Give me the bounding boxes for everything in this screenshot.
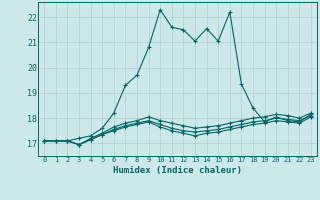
X-axis label: Humidex (Indice chaleur): Humidex (Indice chaleur) (113, 166, 242, 175)
